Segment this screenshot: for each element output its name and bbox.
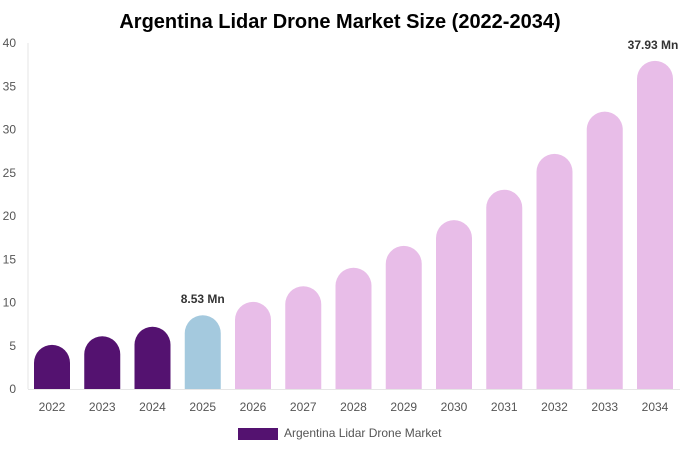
y-tick-label: 15 bbox=[3, 252, 17, 266]
bar-2027[interactable] bbox=[285, 286, 322, 389]
x-tick-label: 2033 bbox=[591, 400, 618, 414]
x-tick-label: 2030 bbox=[441, 400, 468, 414]
y-tick-label: 5 bbox=[9, 339, 16, 353]
y-tick-label: 10 bbox=[3, 296, 17, 310]
chart-title: Argentina Lidar Drone Market Size (2022-… bbox=[119, 11, 560, 33]
bar-2030[interactable] bbox=[436, 220, 472, 389]
data-label: 8.53 Mn bbox=[181, 292, 225, 306]
bar-2024[interactable] bbox=[134, 326, 171, 389]
x-tick-label: 2027 bbox=[290, 400, 317, 414]
y-tick-label: 25 bbox=[3, 166, 17, 180]
bar-2032[interactable] bbox=[536, 153, 573, 389]
x-tick-label: 2028 bbox=[340, 400, 367, 414]
y-axis: 0 5 10 15 20 25 30 35 40 bbox=[3, 36, 17, 396]
bar-2028[interactable] bbox=[335, 267, 372, 389]
y-tick-label: 35 bbox=[3, 79, 17, 93]
x-tick-label: 2022 bbox=[39, 400, 66, 414]
x-tick-label: 2023 bbox=[89, 400, 116, 414]
x-tick-label: 2025 bbox=[189, 400, 216, 414]
bar-2022[interactable] bbox=[34, 344, 70, 389]
y-tick-label: 40 bbox=[3, 36, 17, 50]
bar-2025[interactable] bbox=[184, 315, 221, 389]
bar-2026[interactable] bbox=[235, 301, 271, 389]
bar-2029[interactable] bbox=[385, 245, 422, 389]
y-tick-label: 0 bbox=[9, 382, 16, 396]
legend-swatch bbox=[238, 428, 278, 440]
bar-2023[interactable] bbox=[84, 336, 121, 389]
bar-2033[interactable] bbox=[586, 111, 623, 390]
data-label: 37.93 Mn bbox=[628, 38, 679, 52]
legend-label: Argentina Lidar Drone Market bbox=[284, 426, 442, 440]
x-axis: 2022 2023 2024 2025 2026 2027 2028 2029 2030 2031… bbox=[39, 400, 669, 414]
y-tick-label: 30 bbox=[3, 123, 17, 137]
x-tick-label: 2034 bbox=[642, 400, 669, 414]
x-tick-label: 2032 bbox=[541, 400, 568, 414]
bar-2031[interactable] bbox=[486, 189, 523, 389]
legend[interactable]: Argentina Lidar Drone Market bbox=[238, 426, 442, 440]
x-tick-label: 2029 bbox=[390, 400, 417, 414]
x-tick-label: 2024 bbox=[139, 400, 166, 414]
x-tick-label: 2031 bbox=[491, 400, 518, 414]
bar-2034[interactable] bbox=[637, 60, 673, 390]
bars: 8.53 Mn 37.93 Mn bbox=[34, 38, 679, 390]
x-tick-label: 2026 bbox=[240, 400, 267, 414]
y-tick-label: 20 bbox=[3, 209, 17, 223]
